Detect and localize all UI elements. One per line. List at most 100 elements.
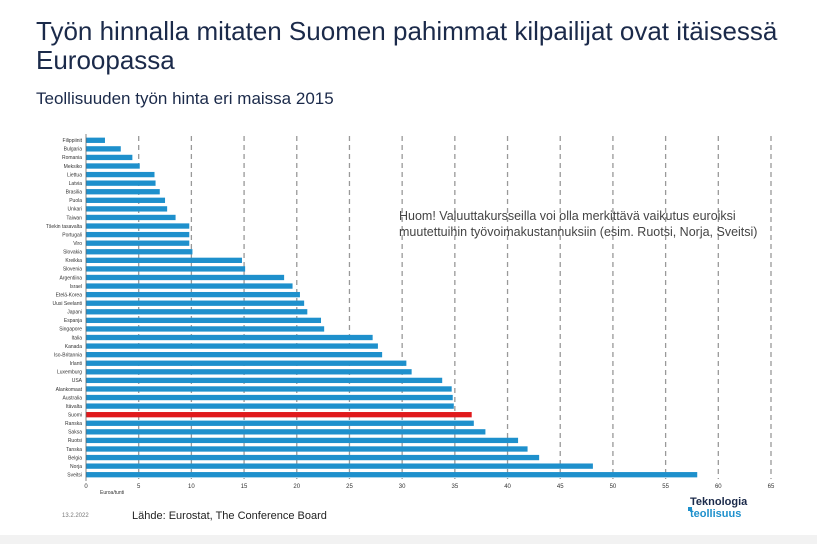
bar-16: [86, 274, 285, 281]
bar-0: [86, 137, 105, 143]
x-tick-label-50: 50: [610, 484, 617, 490]
logo-line-2: teollisuus: [690, 508, 742, 520]
category-label-38: Norja: [70, 464, 82, 470]
bar-9: [86, 214, 176, 221]
bar-10: [86, 223, 190, 229]
bar-8: [86, 206, 168, 212]
bar-27: [86, 369, 412, 375]
x-tick-label-15: 15: [241, 484, 248, 490]
category-label-32: Suomi: [68, 412, 82, 418]
bar-17: [86, 283, 293, 289]
category-label-11: Portugali: [62, 232, 82, 238]
bar-22: [86, 326, 325, 332]
bar-36: [86, 446, 528, 452]
bar-14: [86, 257, 242, 263]
category-label-1: Bulgaria: [64, 147, 83, 153]
category-label-12: Viro: [73, 241, 82, 247]
category-label-22: Singapore: [59, 327, 82, 333]
x-tick-label-30: 30: [399, 484, 406, 490]
currency-note: Huom! Valuuttakursseilla voi olla merkit…: [399, 209, 758, 239]
category-label-36: Tanska: [66, 447, 82, 453]
x-tick-label-45: 45: [557, 484, 564, 490]
bar-5: [86, 180, 156, 186]
category-label-31: Itävalta: [66, 404, 82, 410]
bar-13: [86, 249, 193, 255]
x-tick-label-0: 0: [84, 484, 88, 490]
x-tick-label-35: 35: [452, 484, 459, 490]
category-label-27: Luxemburg: [57, 370, 82, 376]
slide-date: 13.2.2022: [62, 513, 89, 519]
category-label-13: Slovakia: [63, 250, 82, 256]
category-label-34: Saksa: [68, 430, 82, 436]
bar-32: [86, 412, 472, 418]
bar-15: [86, 266, 246, 272]
category-label-3: Meksiko: [64, 164, 83, 170]
category-label-2: Romania: [62, 155, 82, 161]
category-label-18: Etelä-Korea: [56, 292, 83, 298]
category-label-6: Brasilia: [66, 190, 83, 196]
bar-12: [86, 240, 190, 246]
bar-2: [86, 154, 133, 161]
bar-28: [86, 377, 443, 384]
category-label-8: Unkari: [68, 207, 82, 213]
category-label-0: Filippiinit: [63, 138, 83, 144]
category-label-7: Puola: [69, 198, 82, 204]
category-label-23: Italia: [71, 335, 82, 341]
x-tick-label-55: 55: [662, 484, 669, 490]
bar-6: [86, 189, 160, 195]
bar-20: [86, 309, 308, 315]
x-tick-label-65: 65: [768, 484, 775, 490]
category-label-16: Argentiina: [59, 275, 82, 281]
bar-7: [86, 197, 166, 203]
bottom-band: [0, 535, 817, 544]
bar-33: [86, 420, 474, 426]
category-label-21: Espanja: [64, 318, 82, 324]
category-label-26: Irlanti: [70, 361, 82, 367]
bar-29: [86, 386, 452, 392]
category-label-4: Liettua: [67, 172, 82, 178]
bar-19: [86, 300, 305, 306]
category-label-28: USA: [72, 378, 83, 384]
x-tick-label-25: 25: [346, 484, 353, 490]
category-label-35: Ruotsi: [68, 438, 82, 444]
logo-mark-icon: [688, 507, 692, 511]
category-label-30: Australia: [63, 395, 83, 401]
category-label-10: Tšekin tasavalta: [46, 224, 82, 230]
bar-1: [86, 146, 121, 152]
x-tick-label-10: 10: [188, 484, 195, 490]
bar-37: [86, 454, 540, 461]
x-tick-label-60: 60: [715, 484, 722, 490]
category-label-25: Iso-Britannia: [54, 352, 82, 358]
bar-11: [86, 231, 190, 238]
category-label-19: Uusi Seelanti: [53, 301, 82, 307]
bar-34: [86, 429, 486, 435]
teknologiateollisuus-logo: Teknologia teollisuus: [690, 496, 747, 520]
x-tick-label-20: 20: [293, 484, 300, 490]
bar-30: [86, 394, 453, 401]
bar-26: [86, 360, 407, 366]
category-label-9: Taiwan: [66, 215, 82, 221]
bar-23: [86, 334, 373, 341]
category-label-37: Belgia: [68, 455, 82, 461]
category-label-5: Latvia: [69, 181, 83, 187]
category-label-39: Sveitsi: [67, 473, 82, 479]
bar-18: [86, 291, 300, 298]
bar-21: [86, 317, 322, 324]
category-label-33: Ranska: [65, 421, 82, 427]
bar-38: [86, 463, 593, 469]
source-text: Lähde: Eurostat, The Conference Board: [132, 510, 327, 522]
category-label-14: Kreikka: [65, 258, 82, 264]
category-label-17: Israel: [70, 284, 82, 290]
bar-25: [86, 352, 383, 358]
x-tick-label-5: 5: [137, 484, 141, 490]
page-subtitle: Teollisuuden työn hinta eri maissa 2015: [36, 89, 334, 108]
category-label-20: Japani: [67, 310, 82, 316]
category-label-29: Alankomaat: [56, 387, 83, 393]
bar-31: [86, 403, 454, 409]
category-label-24: Kanada: [65, 344, 82, 350]
logo-line-1: Teknologia: [690, 496, 748, 508]
x-tick-label-40: 40: [504, 484, 511, 490]
bar-24: [86, 343, 378, 349]
bar-39: [86, 472, 698, 478]
